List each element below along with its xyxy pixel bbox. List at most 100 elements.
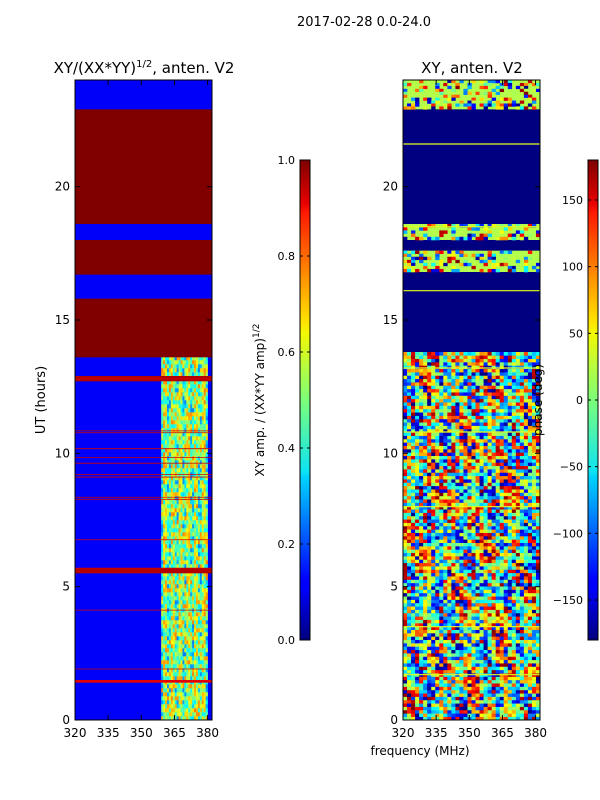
heatmap-cell: [166, 516, 170, 521]
heatmap-cell: [503, 566, 509, 570]
heatmap-cell: [507, 539, 513, 543]
heatmap-cell: [479, 633, 484, 637]
heatmap-cell: [403, 636, 408, 641]
heatmap-cell: [178, 428, 181, 433]
heatmap-cell: [455, 689, 460, 694]
heatmap-cell: [176, 656, 179, 661]
heatmap-cell: [197, 704, 201, 709]
heatmap-cell: [459, 582, 464, 587]
heatmap-cell: [192, 404, 195, 409]
heatmap-cell: [192, 448, 195, 453]
heatmap-cell: [487, 646, 492, 651]
heatmap-cell: [174, 600, 177, 605]
heatmap-cell: [443, 469, 448, 473]
heatmap-cell: [407, 633, 412, 637]
heatmap-cell: [166, 460, 170, 465]
heatmap-cell: [184, 668, 187, 673]
heatmap-cell: [515, 532, 521, 537]
heatmap-cell: [203, 624, 206, 629]
heatmap-cell: [205, 704, 208, 709]
heatmap-cell: [527, 546, 533, 550]
heatmap-cell: [168, 652, 172, 657]
heatmap-cell: [451, 492, 456, 497]
heatmap-cell: [194, 480, 197, 485]
heatmap-cell: [182, 440, 185, 445]
heatmap-cell: [443, 512, 448, 517]
heatmap-cell: [163, 664, 166, 669]
heatmap-cell: [499, 699, 505, 704]
heatmap-cell: [407, 636, 412, 641]
heatmap-cell: [170, 688, 174, 693]
heatmap-cell: [523, 679, 529, 684]
heatmap-cell: [427, 505, 432, 510]
heatmap-cell: [487, 525, 492, 530]
heatmap-cell: [491, 546, 496, 550]
heatmap-cell: [166, 508, 170, 513]
heatmap-cell: [523, 522, 529, 527]
heatmap-cell: [168, 512, 172, 517]
heatmap-cell: [415, 663, 420, 667]
heatmap-cell: [170, 528, 174, 533]
heatmap-cell: [415, 709, 420, 714]
heatmap-cell: [427, 469, 432, 473]
heatmap-cell: [407, 612, 412, 617]
heatmap-cell: [182, 704, 185, 709]
heatmap-cell: [435, 475, 440, 480]
heatmap-cell: [197, 420, 201, 425]
heatmap-cell: [511, 522, 517, 527]
heatmap-cell: [463, 636, 468, 641]
heatmap-cell: [415, 515, 420, 520]
heatmap-cell: [507, 556, 513, 560]
heatmap-cell: [172, 452, 176, 457]
heatmap-cell: [443, 646, 448, 651]
heatmap-cell: [163, 548, 166, 553]
heatmap-cell: [419, 472, 424, 477]
heatmap-cell: [523, 686, 529, 691]
heatmap-cell: [503, 699, 509, 704]
heatmap-cell: [172, 416, 176, 421]
heatmap-cell: [199, 480, 203, 485]
heatmap-cell: [188, 556, 191, 561]
heatmap-cell: [161, 484, 164, 489]
heatmap-cell: [184, 512, 187, 517]
heatmap-cell: [519, 579, 525, 584]
heatmap-cell: [527, 539, 533, 543]
heatmap-cell: [201, 436, 205, 441]
heatmap-cell: [201, 456, 205, 461]
heatmap-cell: [161, 588, 164, 593]
heatmap-cell: [199, 396, 203, 401]
heatmap-cell: [184, 356, 187, 361]
heatmap-cell: [161, 516, 164, 521]
heatmap-cell: [419, 495, 424, 500]
heatmap-cell: [447, 656, 452, 661]
heatmap-cell: [531, 566, 537, 570]
heatmap-cell: [423, 636, 428, 641]
heatmap-cell: [203, 652, 206, 657]
heatmap-cell: [195, 460, 199, 465]
heatmap-cell: [163, 532, 166, 537]
heatmap-cell: [184, 536, 187, 541]
heatmap-cell: [507, 693, 513, 697]
heatmap-cell: [459, 522, 464, 527]
heatmap-cell: [205, 488, 208, 493]
heatmap-cell: [194, 412, 197, 417]
heatmap-cell: [427, 552, 432, 557]
heatmap-cell: [163, 504, 166, 509]
heatmap-cell: [165, 388, 168, 393]
heatmap-cell: [535, 472, 540, 477]
heatmap-cell: [523, 566, 529, 570]
heatmap-cell: [467, 602, 472, 607]
heatmap-cell: [163, 536, 166, 541]
heatmap-cell: [455, 465, 460, 470]
heatmap-cell: [427, 709, 432, 714]
heatmap-cell: [176, 372, 179, 377]
heatmap-cell: [459, 572, 464, 577]
heatmap-cell: [507, 579, 513, 584]
heatmap-cell: [199, 716, 203, 720]
heatmap-cell: [178, 668, 181, 673]
heatmap-cell: [180, 644, 183, 649]
heatmap-cell: [519, 612, 525, 617]
heatmap-cell: [463, 699, 468, 704]
heatmap-cell: [161, 716, 164, 720]
heatmap-cell: [431, 596, 436, 600]
